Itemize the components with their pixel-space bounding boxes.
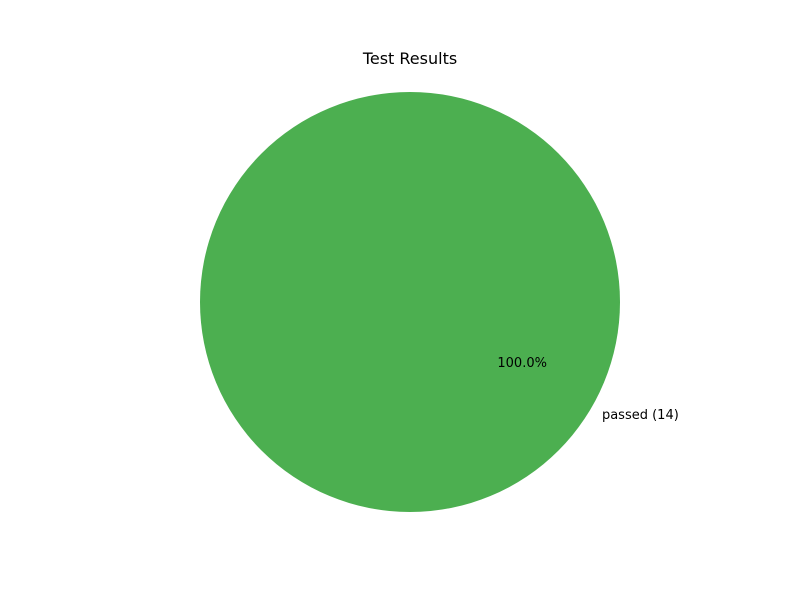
pie-slices xyxy=(200,92,620,512)
pie-slice-passed xyxy=(200,92,620,512)
pie-slice-label: passed (14) xyxy=(602,408,679,423)
chart-title: Test Results xyxy=(362,49,457,68)
pie-percent-label: 100.0% xyxy=(497,356,547,371)
pie-labels: 100.0% passed (14) xyxy=(497,356,678,423)
